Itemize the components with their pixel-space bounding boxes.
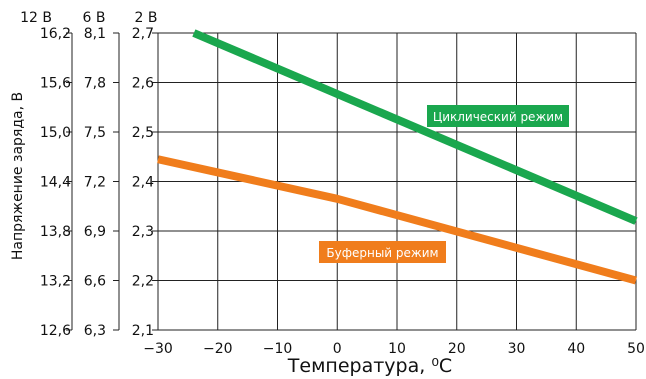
y-tick-label: 6,9 <box>84 224 106 240</box>
series-labels: Циклический режим Буферный режим <box>319 105 569 263</box>
y-tick-label: 2,5 <box>132 125 154 141</box>
x-tick-label: 40 <box>567 341 585 357</box>
series-lines <box>157 29 638 285</box>
x-tick-label: 10 <box>388 341 406 357</box>
y-tick-label: 8,1 <box>84 26 106 42</box>
series-label-box <box>427 105 569 127</box>
x-tick-label: 30 <box>508 341 526 357</box>
x-tick-label: 0 <box>333 341 342 357</box>
y-axis-title: Напряжение заряда, В <box>10 92 26 260</box>
series-label: Буферный режим <box>326 246 438 260</box>
y-tick-label: 13,8 <box>40 224 71 240</box>
y-axis-header: 2 В <box>135 10 158 26</box>
grid <box>157 32 637 331</box>
y-tick-label: 2,1 <box>132 323 154 339</box>
y-tick-label: 6,6 <box>84 274 106 290</box>
y-tick-label: 15,0 <box>40 125 71 141</box>
y-tick-label: 2,6 <box>132 76 154 92</box>
series-label-box <box>319 241 446 263</box>
y-tick-label: 15,6 <box>40 76 71 92</box>
axes <box>66 32 158 331</box>
tick-labels: 12 В16,2 15,6 15,0 14,4 13,8 13,2 12,6 6 В8,1 7,… <box>20 10 645 357</box>
series-label: Циклический режим <box>433 110 563 124</box>
series-line-1 <box>157 155 638 285</box>
y-tick-label: 14,4 <box>40 175 71 191</box>
y-axis-header: 6 В <box>83 10 106 26</box>
y-tick-label: 7,5 <box>84 125 106 141</box>
y-tick-label: 16,2 <box>40 26 71 42</box>
x-tick-label: −30 <box>143 341 173 357</box>
y-tick-label: 2,4 <box>132 175 154 191</box>
y-tick-label: 7,8 <box>84 76 106 92</box>
y-tick-label: 12,6 <box>40 323 71 339</box>
x-tick-label: −20 <box>203 341 233 357</box>
y-tick-label: 2,3 <box>132 224 154 240</box>
x-axis-title: Температура, ⁰С <box>287 355 452 377</box>
x-tick-label: 50 <box>627 341 645 357</box>
series-line-0 <box>192 29 638 225</box>
y-tick-label: 2,2 <box>132 274 154 290</box>
y-tick-label: 6,3 <box>84 323 106 339</box>
x-tick-label: 20 <box>448 341 466 357</box>
x-tick-label: −10 <box>263 341 293 357</box>
y-tick-label: 7,2 <box>84 175 106 191</box>
y-axis-header: 12 В <box>20 10 52 26</box>
y-tick-label: 2,7 <box>132 26 154 42</box>
y-tick-label: 13,2 <box>40 274 71 290</box>
